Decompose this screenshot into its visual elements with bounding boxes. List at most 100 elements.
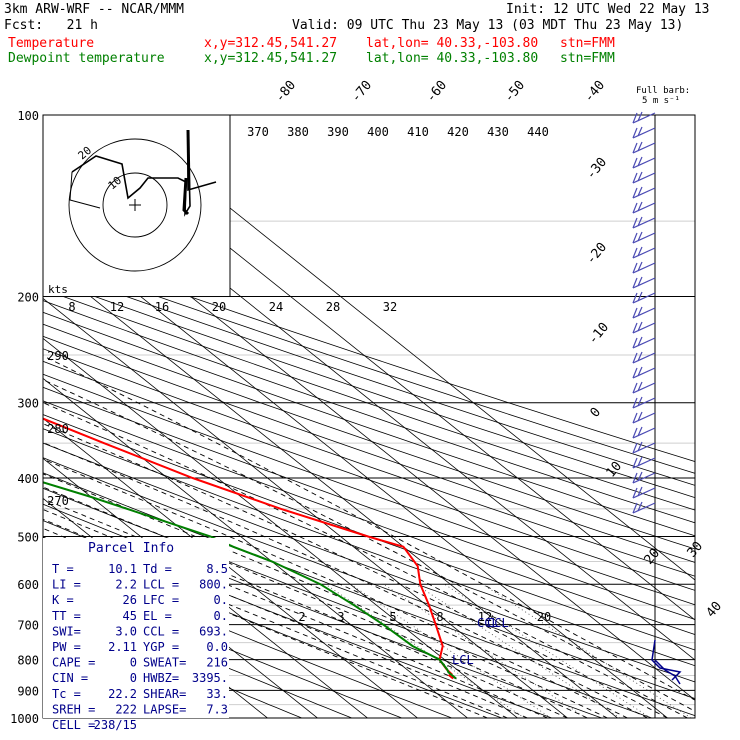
- wind-barb-flag: [632, 247, 638, 259]
- isotherm-label: -50: [502, 78, 529, 106]
- wind-barb: [632, 247, 656, 259]
- wind-barb: [632, 502, 656, 514]
- theta-label: 370: [247, 125, 269, 139]
- wind-barb-flag: [637, 201, 643, 212]
- moist-adiabat: [43, 536, 488, 718]
- parcel-info-value: 8.5: [206, 562, 228, 576]
- hodograph-ring: [68, 138, 202, 272]
- wind-barb: [632, 232, 656, 244]
- wind-barb-flag: [637, 396, 643, 407]
- hodograph-units-label: kts: [48, 283, 68, 296]
- legend-dewpoint-name: Dewpoint temperature: [8, 51, 165, 66]
- parcel-info-panel: [43, 538, 229, 718]
- wind-barb-flag: [637, 261, 643, 272]
- wind-barb-flag: [632, 217, 638, 229]
- wind-barb: [632, 157, 656, 169]
- wind-barb-flag: [637, 351, 643, 362]
- parcel-info-key: HWBZ=: [143, 671, 179, 685]
- isotherm-label: -80: [273, 78, 300, 106]
- wind-barb: [632, 352, 656, 364]
- wind-barb-flag: [637, 501, 643, 512]
- barb-note-units: 5 m s⁻¹: [642, 96, 680, 106]
- isotherm: [43, 377, 469, 718]
- hodograph-box: [42, 114, 231, 298]
- wind-barb: [632, 217, 656, 229]
- wind-barb-flag: [632, 187, 638, 199]
- wind-barb-flag: [637, 276, 643, 287]
- parcel-info-key: CAPE =: [52, 656, 95, 670]
- parcel-info-key: CELL =: [52, 718, 95, 732]
- pressure-label: 700: [17, 619, 39, 633]
- isotherm-label: -70: [349, 78, 376, 106]
- parcel-info-key: SWEAT=: [143, 656, 186, 670]
- wind-barb: [632, 307, 656, 319]
- wind-barb-flag: [637, 456, 643, 467]
- plot-frame: [42, 114, 696, 719]
- wind-barb: [632, 262, 656, 274]
- wind-barb-flag: [637, 441, 643, 452]
- wind-barb-flag: [632, 262, 638, 274]
- wind-speed-label: 28: [326, 300, 340, 314]
- parcel-info-value: 3.0: [115, 624, 137, 638]
- wind-barb: [632, 202, 656, 214]
- theta-label: 440: [527, 125, 549, 139]
- dry-adiabat: [43, 335, 695, 563]
- isotherm: [43, 217, 669, 718]
- model-title: 3km ARW-WRF -- NCAR/MMM: [4, 2, 185, 17]
- theta-label: 270: [47, 494, 69, 508]
- mixing-ratio-label: 3: [337, 610, 344, 624]
- wind-barb-flag: [637, 156, 643, 167]
- isotherm: [0, 115, 33, 731]
- dry-adiabat: [43, 414, 695, 651]
- barb-note: Full barb:: [636, 86, 690, 96]
- parcel-info-value: 0.: [214, 609, 228, 623]
- parcel-info-key: CCL =: [143, 624, 179, 638]
- dry-adiabat: [43, 266, 695, 486]
- wind-barb: [632, 427, 656, 439]
- wind-barb-flag: [632, 142, 638, 154]
- parcel-info-key: Tc =: [52, 687, 81, 701]
- parcel-info-value: 800.: [199, 578, 228, 592]
- theta-label: 400: [367, 125, 389, 139]
- wind-barb-flag: [637, 186, 643, 197]
- parcel-info-key: LFC =: [143, 593, 179, 607]
- wind-barb-flag: [632, 487, 638, 499]
- dry-adiabat: [43, 472, 695, 717]
- wind-barb-flag: [632, 202, 638, 214]
- isotherm-label: -60: [424, 78, 451, 106]
- parcel-info-key: Td =: [143, 562, 172, 576]
- theta-label: 410: [407, 125, 429, 139]
- isotherm-label: 30: [685, 539, 707, 561]
- wind-barb: [632, 487, 656, 499]
- dry-adiabat: [43, 311, 695, 537]
- legend-temperature-xy: x,y=312.45,541.27: [204, 36, 338, 51]
- wind-barb: [632, 442, 656, 454]
- pressure-label: 100: [17, 109, 39, 123]
- pressure-label: 400: [17, 472, 39, 486]
- isotherm: [43, 257, 619, 718]
- isotherm-label: -40: [582, 78, 609, 106]
- parcel-info-value: 2.11: [108, 640, 137, 654]
- mixing-ratio-label: 8: [436, 610, 443, 624]
- dry-adiabat: [43, 386, 695, 620]
- parcel-info-value: 693.: [199, 624, 228, 638]
- parcel-info-key: K =: [52, 593, 74, 607]
- wind-barb-flag: [637, 426, 643, 437]
- mixing-ratio-line: [383, 583, 587, 718]
- wind-barb-flag: [637, 411, 643, 422]
- parcel-info-key: LAPSE=: [143, 702, 186, 716]
- wind-barb-flag: [632, 472, 638, 484]
- isotherm-label: -20: [584, 240, 611, 268]
- wind-barb: [632, 142, 656, 154]
- parcel-info-key: YGP =: [143, 640, 179, 654]
- low-level-barb: [654, 659, 681, 685]
- parcel-info-value: 33.: [206, 687, 228, 701]
- theta-label: 280: [47, 422, 69, 436]
- parcel-info-value: 238/15: [94, 718, 137, 732]
- wind-barb-flag: [632, 427, 638, 439]
- wind-barb: [632, 412, 656, 424]
- wind-barb: [632, 187, 656, 199]
- hodograph-ring: [102, 172, 168, 238]
- wind-speed-label: 16: [155, 300, 169, 314]
- dry-adiabat: [43, 373, 695, 606]
